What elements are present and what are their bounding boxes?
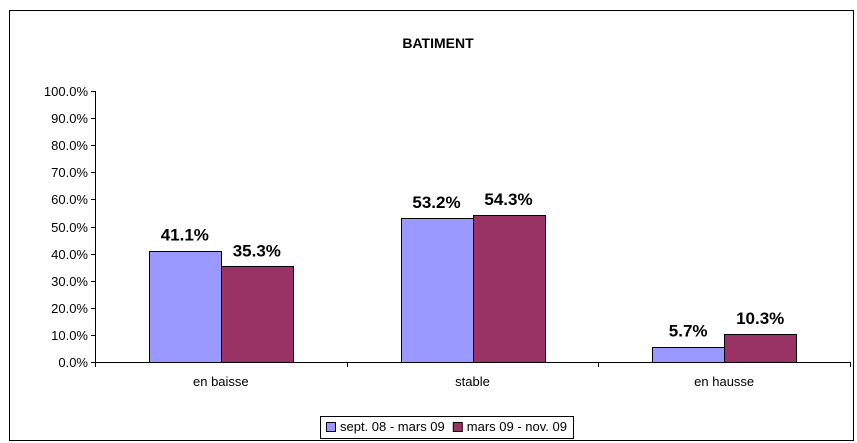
data-label: 41.1% — [161, 226, 209, 245]
bar-series-2 — [724, 334, 797, 363]
legend-swatch-2 — [452, 422, 463, 432]
data-label: 35.3% — [233, 241, 281, 260]
y-tick-label: 100.0% — [44, 84, 89, 99]
data-label: 5.7% — [669, 322, 708, 341]
bar-series-1 — [149, 251, 222, 363]
legend-label-1: sept. 08 - mars 09 — [340, 419, 445, 434]
y-tick-label: 40.0% — [51, 247, 88, 262]
y-tick-label: 60.0% — [51, 192, 88, 207]
bar-series-2 — [473, 215, 546, 363]
y-tick-label: 10.0% — [51, 328, 88, 343]
y-tick-label: 50.0% — [51, 220, 88, 235]
legend: sept. 08 - mars 09 mars 09 - nov. 09 — [320, 416, 574, 439]
y-tick-label: 90.0% — [51, 111, 88, 126]
data-labels: 41.1% 53.2% 5.7% 35.3% 54.3% 10.3% — [161, 190, 785, 341]
legend-box — [320, 416, 574, 439]
x-category-label: stable — [455, 374, 490, 389]
x-category-label: en hausse — [694, 374, 754, 389]
legend-swatch-1 — [326, 422, 336, 432]
y-tick-label: 0.0% — [58, 355, 88, 370]
y-axis: 0.0% 10.0% 20.0% 30.0% 40.0% 50.0% 60.0% 70.0% 8… — [44, 84, 96, 370]
data-label: 54.3% — [484, 190, 532, 209]
bar-series-1 — [652, 347, 725, 363]
data-label: 53.2% — [412, 193, 460, 212]
bar-series-1 — [401, 218, 474, 363]
bars — [149, 215, 797, 363]
data-label: 10.3% — [736, 309, 784, 328]
chart-title: BATIMENT — [402, 35, 474, 51]
y-tick-label: 80.0% — [51, 138, 88, 153]
bar-series-2 — [221, 266, 294, 363]
legend-label-2: mars 09 - nov. 09 — [467, 419, 567, 434]
y-tick-label: 30.0% — [51, 274, 88, 289]
x-category-label: en baisse — [193, 374, 249, 389]
y-tick-label: 20.0% — [51, 301, 88, 316]
y-tick-label: 70.0% — [51, 165, 88, 180]
